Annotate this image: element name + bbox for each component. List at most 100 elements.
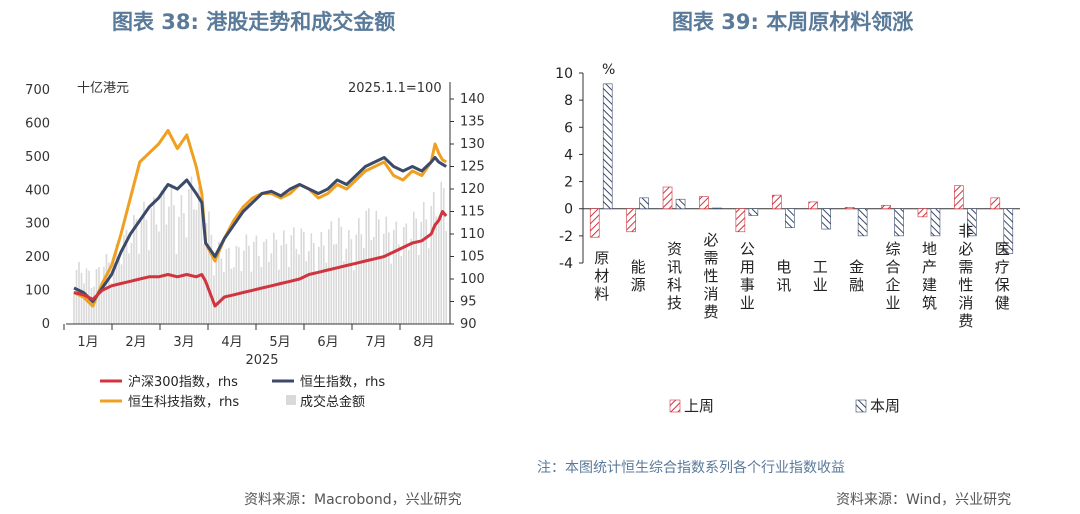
category-label: 必需性消费: [701, 232, 719, 322]
category-label: 地产建筑: [920, 241, 938, 313]
turnover-bar: [372, 236, 375, 324]
category-label: 公用事业: [738, 241, 756, 313]
turnover-bar: [185, 237, 188, 324]
right-y-tick: 90: [460, 317, 477, 332]
bar-last-week: [954, 185, 964, 210]
turnover-bar: [300, 228, 303, 324]
turnover-bar: [268, 261, 270, 324]
turnover-bar: [113, 255, 115, 324]
left-y-tick: 100: [25, 284, 50, 299]
turnover-bar: [148, 250, 150, 324]
x-tick: 3月: [173, 335, 194, 350]
x-tick: 4月: [221, 335, 242, 350]
turnover-bar: [437, 217, 440, 324]
turnover-bar: [75, 269, 78, 324]
turnover-bar: [170, 184, 173, 324]
turnover-bar: [205, 223, 208, 324]
bar-this-week: [1003, 208, 1014, 254]
legend-label: 沪深300指数，rhs: [128, 374, 238, 390]
bar-last-week: [808, 201, 819, 210]
turnover-bar: [430, 205, 433, 324]
turnover-bar: [392, 229, 395, 324]
turnover-bar: [235, 245, 238, 324]
turnover-bar: [83, 283, 85, 324]
series-line-hsi: [73, 156, 447, 303]
x-tick: 7月: [365, 335, 386, 350]
right-y-tick: 130: [460, 137, 485, 152]
turnover-bar: [417, 254, 420, 324]
left-y-tick: 200: [25, 250, 50, 265]
legend-swatch-last-week: [669, 399, 681, 413]
turnover-bar: [380, 256, 383, 324]
left-y-tick: 400: [25, 183, 50, 198]
turnover-bar: [145, 219, 148, 324]
hk-stock-chart: 0 100 200 300 400 500 600 700 90 95 100 105 110 115 12…: [25, 81, 485, 410]
turnover-bar: [253, 241, 255, 324]
turnover-bar: [173, 205, 175, 324]
right-y-tick: 100: [460, 272, 485, 287]
turnover-bar: [143, 201, 145, 324]
y-tick: 10: [555, 66, 573, 82]
bar-this-week: [894, 208, 904, 237]
turnover-bar: [140, 221, 143, 324]
bar-last-week: [699, 196, 709, 210]
turnover-bar: [295, 248, 298, 324]
turnover-bar: [210, 234, 213, 324]
category-label: 能源: [629, 259, 647, 295]
x-tick: 8月: [413, 335, 434, 350]
turnover-bar: [432, 191, 435, 324]
turnover-bar: [358, 218, 360, 324]
turnover-bar: [245, 234, 248, 324]
turnover-bar: [98, 266, 100, 324]
y-tick: 2: [564, 175, 573, 191]
turnover-bar: [385, 216, 388, 324]
turnover-bar: [415, 218, 418, 324]
turnover-bar: [333, 244, 335, 324]
bar-last-week: [589, 208, 600, 238]
turnover-bar: [425, 219, 428, 324]
turnover-bar: [183, 213, 185, 324]
bar-this-week: [784, 208, 795, 229]
left-chart-title: 图表 38: 港股走势和成交金额: [112, 10, 396, 34]
turnover-bar: [313, 243, 315, 324]
turnover-bar: [138, 253, 140, 324]
bar-this-week: [930, 208, 941, 237]
turnover-bar: [150, 208, 153, 324]
turnover-bar: [163, 186, 165, 324]
turnover-bar: [123, 234, 125, 324]
category-label: 医疗保健: [993, 241, 1011, 313]
turnover-bar: [442, 187, 445, 324]
left-y-tick: 300: [25, 217, 50, 232]
series-line-hstech: [73, 129, 447, 308]
turnover-bar: [355, 234, 358, 324]
right-y-tick: 125: [460, 160, 485, 175]
right-y-tick: 105: [460, 250, 485, 265]
turnover-bar: [315, 273, 318, 324]
series-line-hs300: [73, 210, 448, 308]
left-y-tick: 700: [25, 83, 50, 98]
category-label: 资讯科技: [665, 241, 683, 313]
category-label: 原材料: [592, 250, 610, 304]
x-tick: 2月: [125, 335, 146, 350]
y-tick: -4: [559, 256, 573, 272]
turnover-bar: [367, 208, 370, 324]
turnover-bar: [325, 262, 328, 324]
turnover-bar: [120, 264, 123, 324]
right-y-tick: 135: [460, 115, 485, 130]
bar-this-week: [748, 208, 759, 216]
category-label: 综合企业: [884, 241, 902, 313]
turnover-bar: [365, 210, 368, 324]
turnover-bar: [293, 227, 295, 324]
turnover-bar: [412, 211, 415, 324]
turnover-bar: [103, 266, 105, 324]
turnover-bar: [350, 239, 353, 324]
turnover-bar: [328, 229, 330, 324]
y-tick: 6: [564, 120, 573, 136]
bar-last-week: [881, 205, 891, 210]
turnover-bar: [273, 232, 275, 324]
bar-last-week: [844, 207, 855, 210]
turnover-bar: [195, 209, 198, 324]
turnover-bar: [108, 262, 110, 324]
turnover-bar: [153, 197, 155, 324]
turnover-bar: [320, 232, 323, 324]
